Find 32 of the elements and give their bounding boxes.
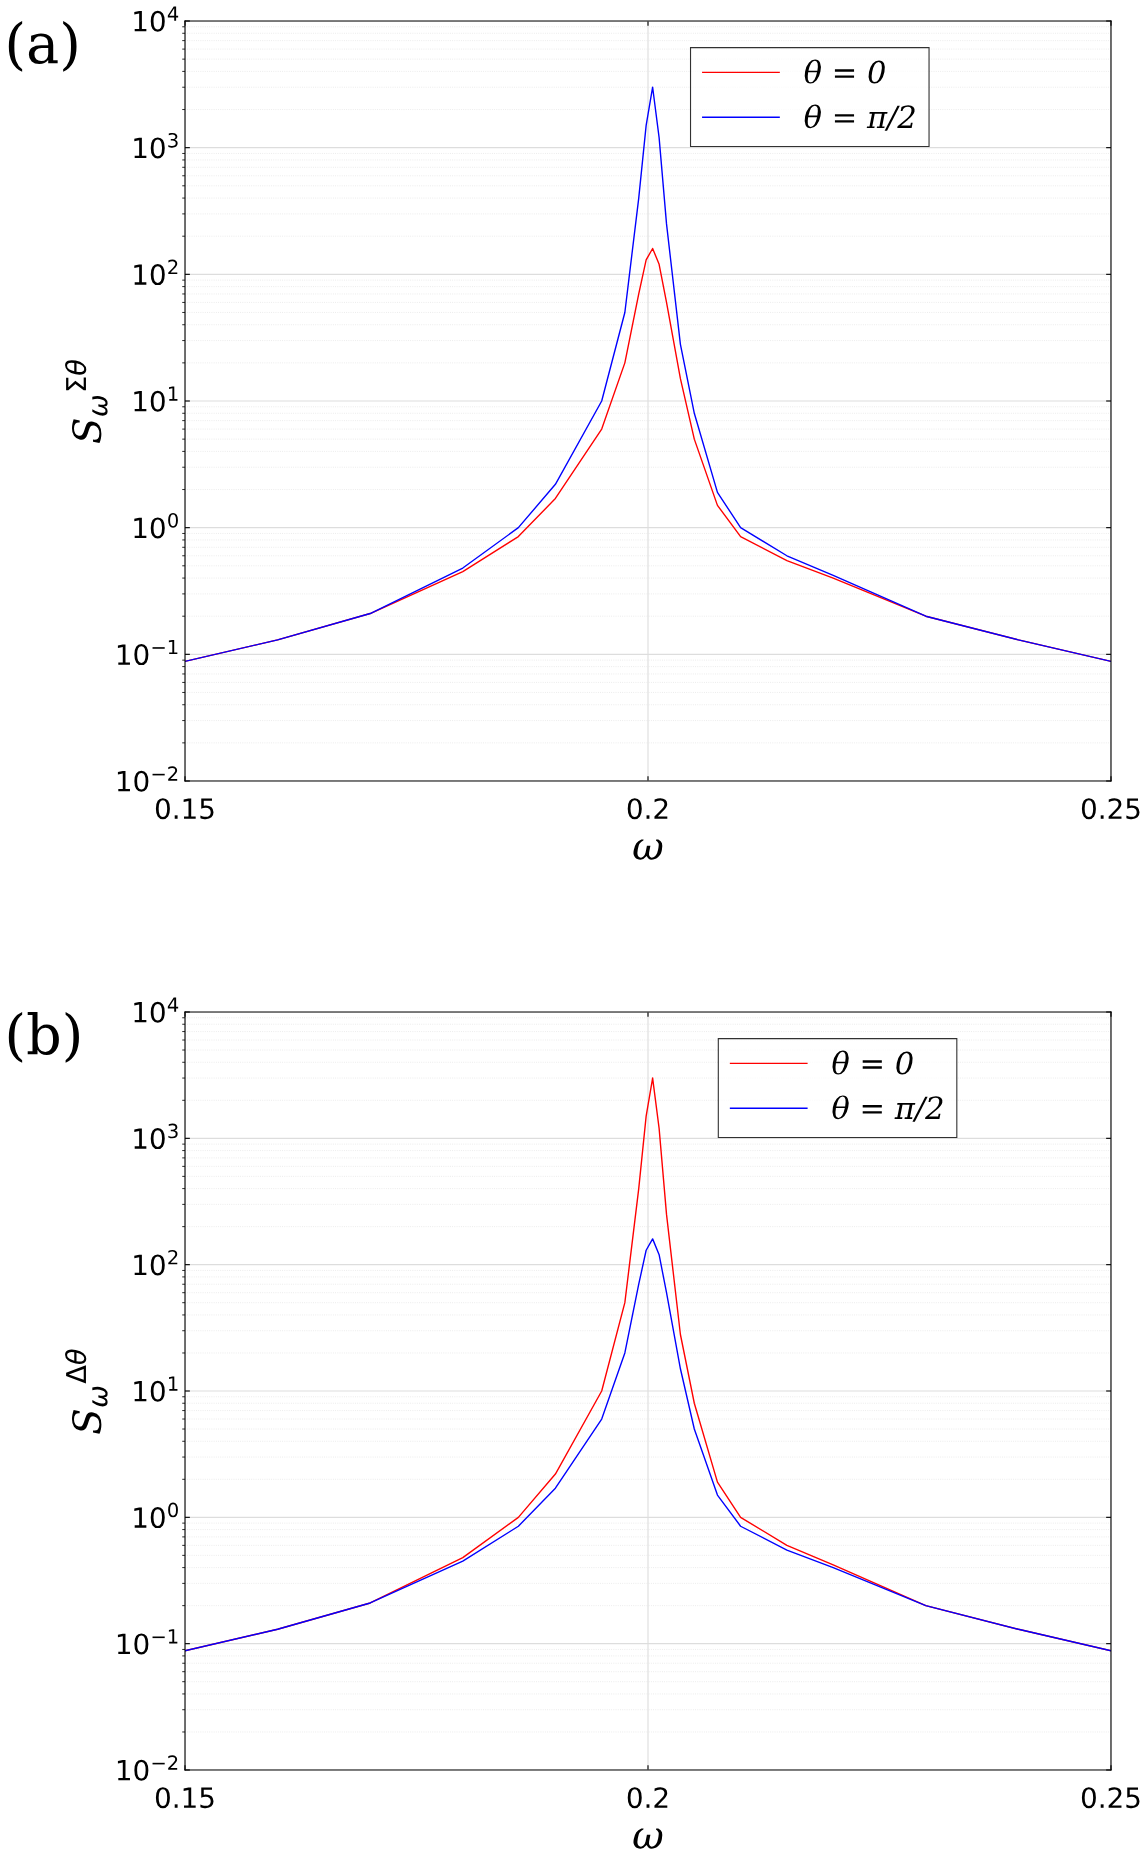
y-tick-label: 10$^{1}$ [134, 386, 178, 412]
y-tick-label: 10$^{−1}$ [117, 639, 178, 666]
x-tick-label: 0.2 [627, 798, 668, 820]
x-tick-label: 0.25 [1081, 798, 1140, 820]
x-axis-title: ω [633, 1828, 663, 1849]
legend-label: θ = 0 [832, 1050, 913, 1075]
y-tick-label: 10$^{−1}$ [117, 1629, 178, 1655]
x-tick-label: 0.15 [155, 798, 214, 820]
y-tick-label: 10$^{2}$ [134, 259, 178, 286]
y-tick-label: 10$^{3}$ [134, 132, 178, 159]
x-tick-label: 0.2 [627, 1787, 668, 1809]
legend-label: θ = π/2 [804, 104, 915, 131]
y-tick-label: 10$^{0}$ [134, 1502, 178, 1529]
legend-label: θ = π/2 [832, 1095, 943, 1122]
y-tick-label: 10$^{−2}$ [117, 1755, 178, 1781]
x-axis-title: ω [633, 839, 663, 860]
y-tick-label: 10$^{3}$ [134, 1123, 178, 1150]
y-tick-label: 10$^{0}$ [134, 512, 178, 539]
line-series [185, 86, 1111, 663]
x-tick-label: 0.25 [1081, 1787, 1140, 1809]
y-tick-label: 10$^{4}$ [134, 997, 179, 1023]
line-series [185, 1238, 1111, 1652]
y-tick-label: 10$^{4}$ [134, 6, 179, 32]
y-axis-title: S$_{ω}$$^{Σθ}$ [65, 360, 108, 444]
y-tick-label: 10$^{1}$ [134, 1376, 178, 1402]
y-axis-title: S$_{ω}$$^{Δθ}$ [65, 1349, 108, 1434]
text: (b) [8, 1012, 79, 1063]
y-tick-label: 10$^{−2}$ [117, 766, 178, 792]
legend-label: θ = 0 [804, 59, 885, 84]
text: (a) [8, 21, 77, 72]
x-tick-label: 0.15 [155, 1787, 214, 1809]
y-tick-label: 10$^{2}$ [134, 1249, 178, 1276]
